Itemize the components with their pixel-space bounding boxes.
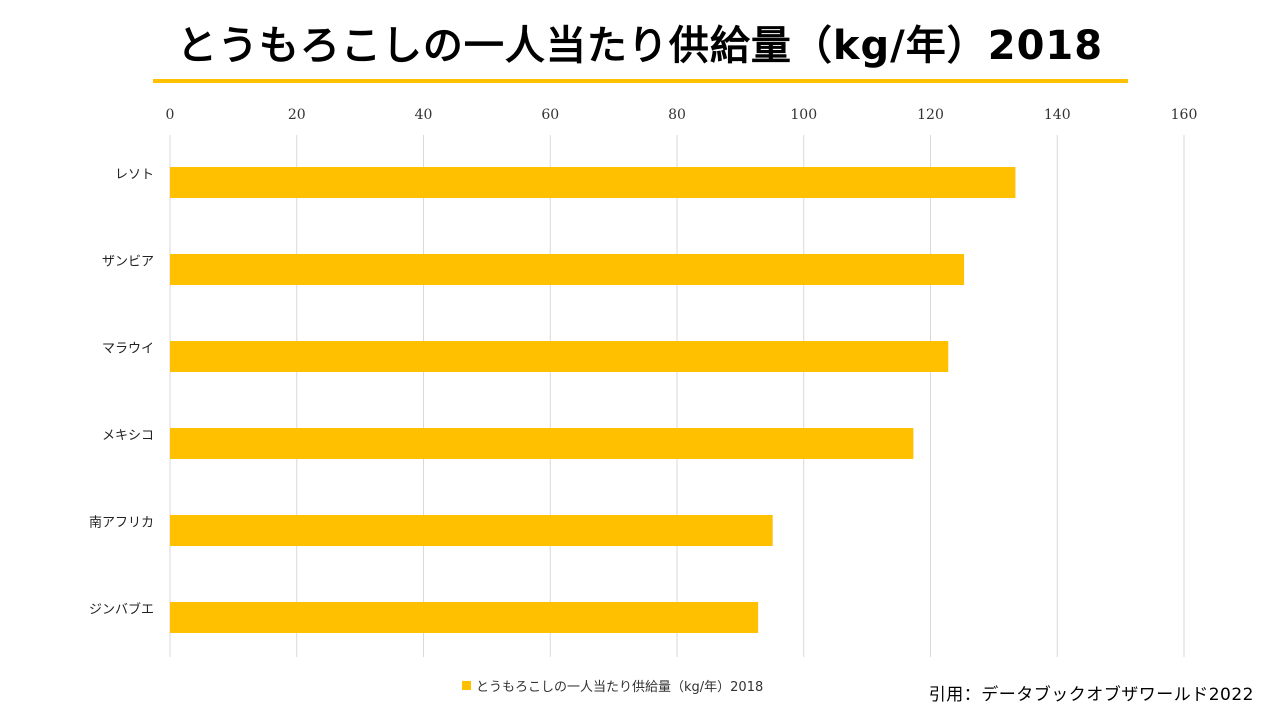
x-tick-label-40: 40	[415, 107, 433, 123]
bar-5	[170, 515, 773, 546]
title-underline	[153, 79, 1128, 83]
bar-3	[170, 341, 949, 372]
x-tick-label-120: 120	[917, 107, 944, 123]
x-tick-label-0: 0	[166, 107, 175, 123]
source-citation: 引用：データブックオブザワールド2022	[928, 685, 1254, 705]
bar-4	[170, 428, 914, 459]
category-label-1: レソト	[115, 168, 154, 183]
bar-6	[170, 602, 759, 633]
category-label-5: 南アフリカ	[89, 515, 154, 531]
legend-swatch	[462, 681, 471, 690]
category-label-2: ザンビア	[102, 255, 154, 270]
chart-title: とうもろこしの一人当たり供給量（kg/年）2018	[176, 23, 1104, 69]
category-label-3: マラウイ	[102, 342, 154, 357]
x-tick-label-80: 80	[668, 107, 686, 123]
x-tick-label-140: 140	[1044, 107, 1071, 123]
bar-2	[170, 254, 965, 285]
category-label-4: メキシコ	[102, 429, 154, 444]
legend-label: とうもろこしの一人当たり供給量（kg/年）2018	[476, 680, 764, 695]
bar-1	[170, 167, 1016, 198]
x-tick-label-20: 20	[288, 107, 306, 123]
category-label-6: ジンバブエ	[89, 602, 154, 618]
x-tick-label-160: 160	[1171, 107, 1198, 123]
x-tick-label-60: 60	[541, 107, 559, 123]
x-tick-label-100: 100	[790, 107, 817, 123]
legend: とうもろこしの一人当たり供給量（kg/年）2018	[462, 676, 763, 695]
